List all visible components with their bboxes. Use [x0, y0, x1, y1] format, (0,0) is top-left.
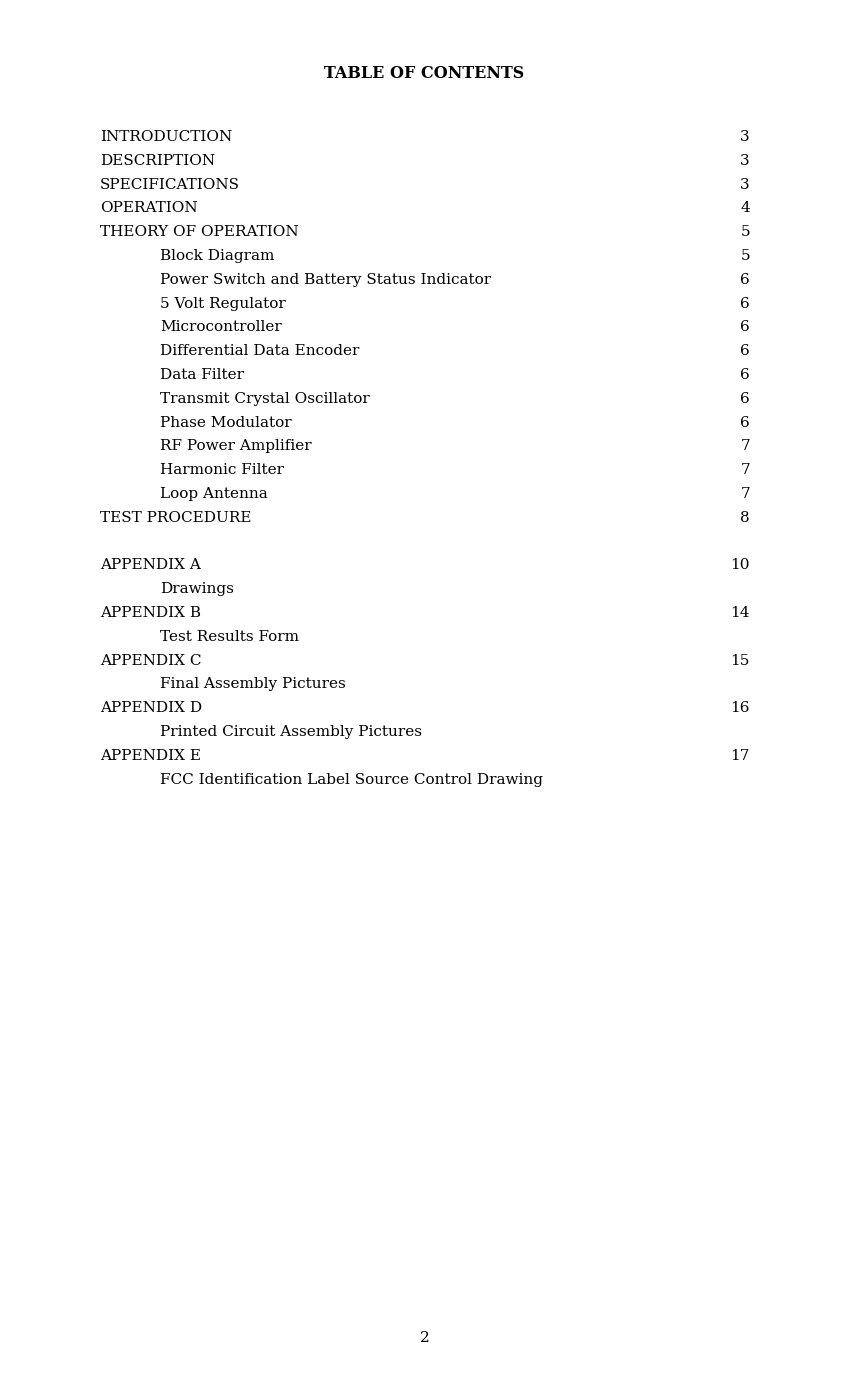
Text: 17: 17: [731, 749, 750, 763]
Text: Transmit Crystal Oscillator: Transmit Crystal Oscillator: [160, 392, 370, 406]
Text: 6: 6: [740, 296, 750, 310]
Text: RF Power Amplifier: RF Power Amplifier: [160, 439, 312, 453]
Text: 15: 15: [731, 654, 750, 668]
Text: Test Results Form: Test Results Form: [160, 630, 299, 644]
Text: Block Diagram: Block Diagram: [160, 249, 274, 263]
Text: 6: 6: [740, 416, 750, 429]
Text: 6: 6: [740, 273, 750, 287]
Text: 5: 5: [740, 249, 750, 263]
Text: 14: 14: [730, 607, 750, 620]
Text: TEST PROCEDURE: TEST PROCEDURE: [100, 511, 251, 525]
Text: 3: 3: [740, 154, 750, 168]
Text: TABLE OF CONTENTS: TABLE OF CONTENTS: [324, 65, 525, 82]
Text: APPENDIX D: APPENDIX D: [100, 701, 202, 715]
Text: 3: 3: [740, 177, 750, 191]
Text: 3: 3: [740, 130, 750, 144]
Text: 2: 2: [419, 1331, 430, 1345]
Text: 7: 7: [740, 439, 750, 453]
Text: Loop Antenna: Loop Antenna: [160, 488, 267, 501]
Text: APPENDIX E: APPENDIX E: [100, 749, 201, 763]
Text: SPECIFICATIONS: SPECIFICATIONS: [100, 177, 240, 191]
Text: Drawings: Drawings: [160, 582, 233, 596]
Text: 16: 16: [730, 701, 750, 715]
Text: Final Assembly Pictures: Final Assembly Pictures: [160, 677, 346, 691]
Text: DESCRIPTION: DESCRIPTION: [100, 154, 215, 168]
Text: Differential Data Encoder: Differential Data Encoder: [160, 345, 359, 359]
Text: 5: 5: [740, 226, 750, 240]
Text: Phase Modulator: Phase Modulator: [160, 416, 291, 429]
Text: Data Filter: Data Filter: [160, 368, 244, 382]
Text: APPENDIX A: APPENDIX A: [100, 558, 201, 572]
Text: 4: 4: [740, 201, 750, 216]
Text: Harmonic Filter: Harmonic Filter: [160, 463, 284, 478]
Text: 7: 7: [740, 488, 750, 501]
Text: 6: 6: [740, 392, 750, 406]
Text: APPENDIX C: APPENDIX C: [100, 654, 201, 668]
Text: THEORY OF OPERATION: THEORY OF OPERATION: [100, 226, 299, 240]
Text: APPENDIX B: APPENDIX B: [100, 607, 201, 620]
Text: Power Switch and Battery Status Indicator: Power Switch and Battery Status Indicato…: [160, 273, 491, 287]
Text: 7: 7: [740, 463, 750, 478]
Text: FCC Identification Label Source Control Drawing: FCC Identification Label Source Control …: [160, 773, 543, 787]
Text: 6: 6: [740, 368, 750, 382]
Text: OPERATION: OPERATION: [100, 201, 198, 216]
Text: 6: 6: [740, 345, 750, 359]
Text: INTRODUCTION: INTRODUCTION: [100, 130, 233, 144]
Text: 8: 8: [740, 511, 750, 525]
Text: 6: 6: [740, 320, 750, 334]
Text: 5 Volt Regulator: 5 Volt Regulator: [160, 296, 286, 310]
Text: 10: 10: [730, 558, 750, 572]
Text: Microcontroller: Microcontroller: [160, 320, 282, 334]
Text: Printed Circuit Assembly Pictures: Printed Circuit Assembly Pictures: [160, 724, 422, 740]
